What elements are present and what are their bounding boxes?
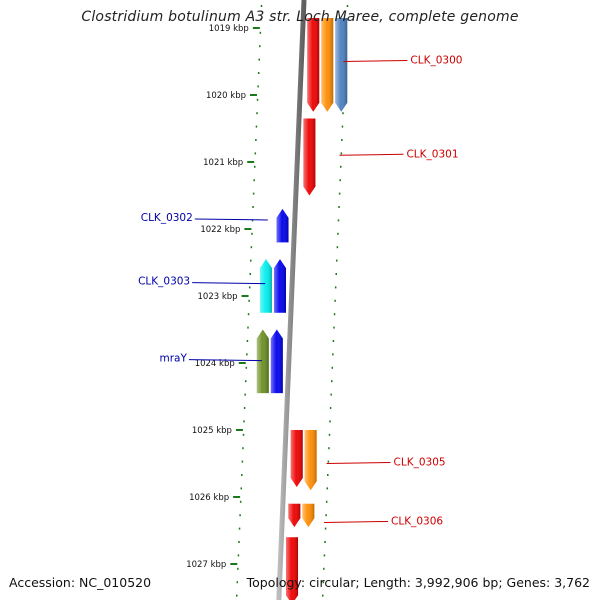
gene-arrow-shade [273,259,286,313]
label-leader-line [188,359,262,362]
gene-arrow [307,17,320,112]
gene-arrow [286,537,299,604]
backbone-line [276,0,307,601]
topology-text: Topology: circular; Length: 3,992,906 bp… [246,575,590,590]
gene-arrow-shade [335,17,348,112]
gene-arrow-shade [259,259,272,313]
scale-tick-label: 1027 kbp [186,560,226,570]
label-leader-line [192,282,266,285]
gene-arrow [302,503,315,528]
gene-label: mraY [159,353,187,365]
scale-tick-label: 1024 kbp [195,359,235,369]
scale-tick-label: 1026 kbp [189,493,229,503]
gene-arrow [276,208,289,243]
gene-arrow [335,17,348,112]
map-title: Clostridium botulinum A3 str. Loch Maree… [81,9,519,25]
gene-arrow-shade [286,537,299,604]
scale-tick-label: 1023 kbp [198,292,238,302]
label-leader-line [324,520,389,523]
gene-label: CLK_0305 [394,457,446,469]
gene-arrow-shade [290,430,303,487]
gene-arrow [273,259,286,313]
gene-label: CLK_0302 [141,212,193,224]
gene-arrow [290,430,303,487]
gene-arrow-shade [288,503,301,528]
gene-label: CLK_0303 [138,276,190,288]
scale-tick-label: 1022 kbp [200,225,240,235]
label-leader-line [326,462,391,464]
label-leader-line [339,153,404,156]
gene-arrow-shade [256,329,269,394]
gene-arrow-shade [302,503,315,528]
gene-arrow-shade [321,17,334,112]
gene-arrow [304,430,317,491]
label-leader-line [194,218,268,221]
gene-arrow-shade [307,17,320,112]
scale-tick-label: 1019 kbp [209,24,249,34]
gene-features [256,17,348,604]
accession-text: Accession: NC_010520 [9,575,152,590]
genome-backbone [276,0,307,601]
gene-labels: CLK_0300 CLK_0301 CLK_0302 CLK_0303 mraY CLK_… [138,55,462,528]
scale-ticks: 1019 kbp 1020 kbp 1021 kbp 1022 kbp 1023 kbp… [186,24,260,570]
scale-tick-label: 1021 kbp [203,158,243,168]
gene-arrow-shade [304,430,317,491]
gene-arrow [256,329,269,394]
gene-arrow [259,259,272,313]
scale-tick-label: 1020 kbp [206,91,246,101]
scale-tick-label: 1025 kbp [192,426,232,436]
gene-arrow [270,329,283,394]
gene-arrow-shade [303,118,316,196]
gene-label: CLK_0306 [391,515,443,527]
gene-arrow-shade [276,208,289,243]
gene-arrow [303,118,316,196]
gene-arrow [288,503,301,528]
gene-label: CLK_0300 [410,55,462,67]
gene-label: CLK_0301 [406,148,458,160]
gene-arrow [321,17,334,112]
label-leader-line [343,60,408,62]
gene-arrow-shade [270,329,283,394]
